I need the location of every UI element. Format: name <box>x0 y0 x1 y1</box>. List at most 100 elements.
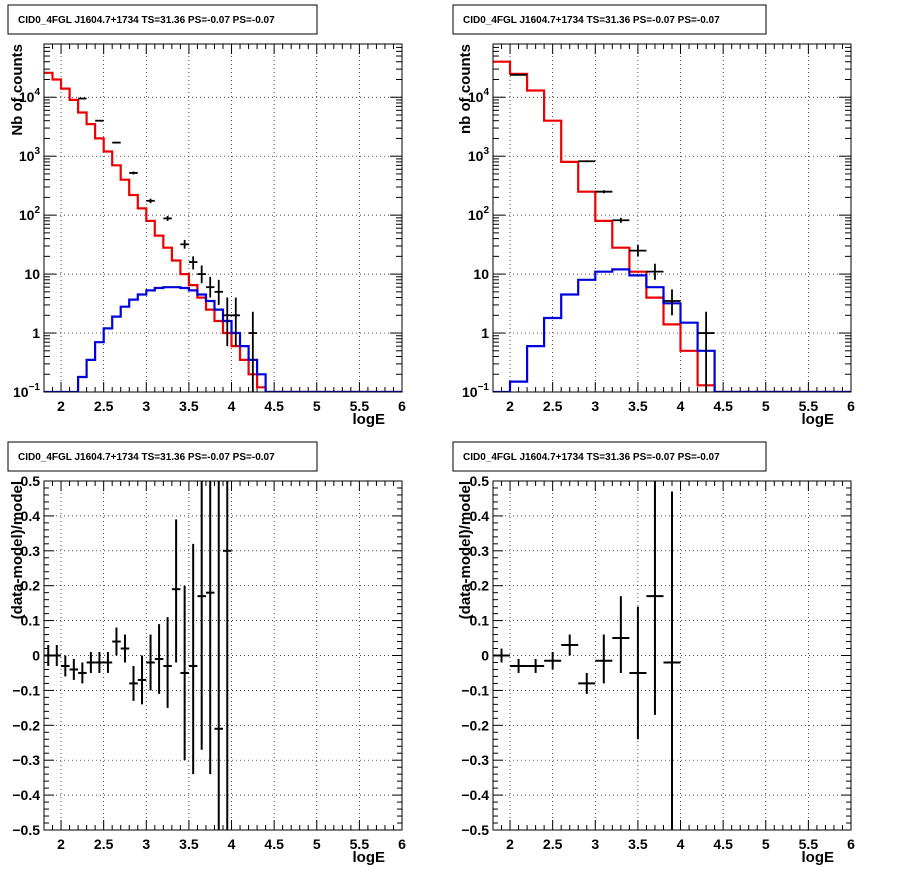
series-model-total-line <box>44 71 402 392</box>
x-tick-label: 3.5 <box>628 836 648 852</box>
x-tick-label: 2.5 <box>94 398 114 414</box>
y-tick-label: 0 <box>481 648 489 664</box>
chart-title: CID0_4FGL J1604.7+1734 TS=31.36 PS=-0.07… <box>18 15 275 26</box>
data-point <box>595 190 613 194</box>
plot-frame <box>43 43 403 393</box>
x-tick-label: 2 <box>57 836 65 852</box>
y-tick-label: −0.3 <box>461 752 489 768</box>
data-point <box>188 543 198 775</box>
x-tick-label: 4.5 <box>264 398 284 414</box>
y-tick-label: −0.2 <box>461 717 489 733</box>
data-point <box>154 624 164 694</box>
panel-4: 2 2.5 3 3.5 4 4.5 5 5.5 6 −0.5 −0.4 −0.3 −0.2 −0.1 0 0.… <box>452 441 855 866</box>
data-point <box>146 198 155 204</box>
x-tick-label: 2 <box>506 398 514 414</box>
x-tick-label: 5 <box>313 398 321 414</box>
data-point <box>146 634 155 691</box>
x-tick-label: 3 <box>142 836 150 852</box>
y-tick-exponent: 2 <box>34 205 40 216</box>
grid <box>493 44 852 393</box>
y-tick-label: 0.2 <box>21 578 41 594</box>
x-axis-title: logE <box>353 411 386 428</box>
y-tick-label: 0.5 <box>21 473 41 489</box>
data-point <box>697 311 715 392</box>
series-model-total-line <box>493 60 851 392</box>
data-point <box>493 648 511 663</box>
panel-3: 2 2.5 3 3.5 4 4.5 5 5.5 6 −0.5 −0.4 −0.3 −0.2 −0.1 0 0.… <box>7 441 406 866</box>
data-point <box>44 645 53 666</box>
y-tick-label: −0.4 <box>12 787 40 803</box>
x-tick-label: 4 <box>677 398 685 414</box>
data-point <box>112 141 121 144</box>
data-point <box>95 119 104 122</box>
x-tick-label: 4 <box>228 398 236 414</box>
chart-title: CID0_4FGL J1604.7+1734 TS=31.36 PS=-0.07… <box>18 452 275 463</box>
data-point <box>205 481 215 775</box>
data-point <box>120 634 130 663</box>
plot-frame <box>492 480 852 831</box>
y-tick-label: 1 <box>481 325 489 341</box>
series-model-source-line <box>493 268 851 392</box>
y-tick-label: 102 <box>19 205 41 223</box>
data-point <box>163 215 172 221</box>
y-tick-label: −0.5 <box>12 822 40 838</box>
x-tick-label: 5 <box>762 398 770 414</box>
y-tick-label: 0.3 <box>21 543 41 559</box>
data-point <box>595 634 613 684</box>
y-tick-label: 0.2 <box>470 578 490 594</box>
x-tick-label: 3 <box>142 398 150 414</box>
x-tick-label: 5 <box>313 836 321 852</box>
y-tick-label: −0.1 <box>461 682 489 698</box>
y-axis-title: nb of counts <box>457 44 474 134</box>
data-point <box>223 297 232 347</box>
data-point <box>137 655 147 705</box>
data-point <box>663 491 681 830</box>
x-tick-label: 4.5 <box>264 836 284 852</box>
data-point <box>86 652 96 673</box>
data-point <box>646 481 664 715</box>
title-box <box>452 4 767 35</box>
x-tick-label: 3 <box>591 836 599 852</box>
x-tick-label: 5 <box>762 836 770 852</box>
y-tick-label: 102 <box>468 205 490 223</box>
data-point <box>663 289 681 316</box>
x-tick-label: 3.5 <box>179 836 199 852</box>
y-tick-exponent: −1 <box>29 382 41 393</box>
data-point <box>510 73 528 76</box>
data-point <box>69 658 79 680</box>
y-tick-exponent: 2 <box>483 205 489 216</box>
x-tick-label: 6 <box>398 836 406 852</box>
x-tick-label: 6 <box>847 398 855 414</box>
data-point <box>544 652 562 670</box>
x-tick-label: 2 <box>506 836 514 852</box>
data-point <box>180 585 189 761</box>
data-point <box>612 217 630 223</box>
data-point <box>52 645 62 666</box>
data-point <box>61 655 70 677</box>
data-point <box>231 297 241 347</box>
data-point <box>171 519 181 663</box>
data-point <box>129 171 138 175</box>
x-tick-label: 2.5 <box>94 836 114 852</box>
plot-area <box>44 71 402 392</box>
y-axis-title: (data-model)/model <box>457 481 474 619</box>
data-point <box>629 245 647 257</box>
data-point <box>223 481 232 830</box>
data-point <box>629 606 647 740</box>
y-tick-exponent: 3 <box>483 146 489 157</box>
x-tick-label: 3.5 <box>628 398 648 414</box>
panel-2: 2 2.5 3 3.5 4 4.5 5 5.5 610−1110102103104logEnb … <box>452 4 855 428</box>
data-point <box>561 634 579 656</box>
y-tick-label: 10−1 <box>462 382 489 400</box>
plot-area <box>493 481 681 830</box>
y-tick-label: 0.1 <box>470 613 490 629</box>
x-axis-title: logE <box>802 849 835 866</box>
y-tick-label: 0.1 <box>21 613 41 629</box>
y-tick-label: 0 <box>32 648 40 664</box>
x-tick-label: 4.5 <box>713 836 733 852</box>
y-tick-label: 10 <box>24 266 40 282</box>
y-tick-label: −0.2 <box>12 717 40 733</box>
grid <box>44 480 403 831</box>
data-point <box>95 652 104 673</box>
data-point <box>205 276 215 298</box>
